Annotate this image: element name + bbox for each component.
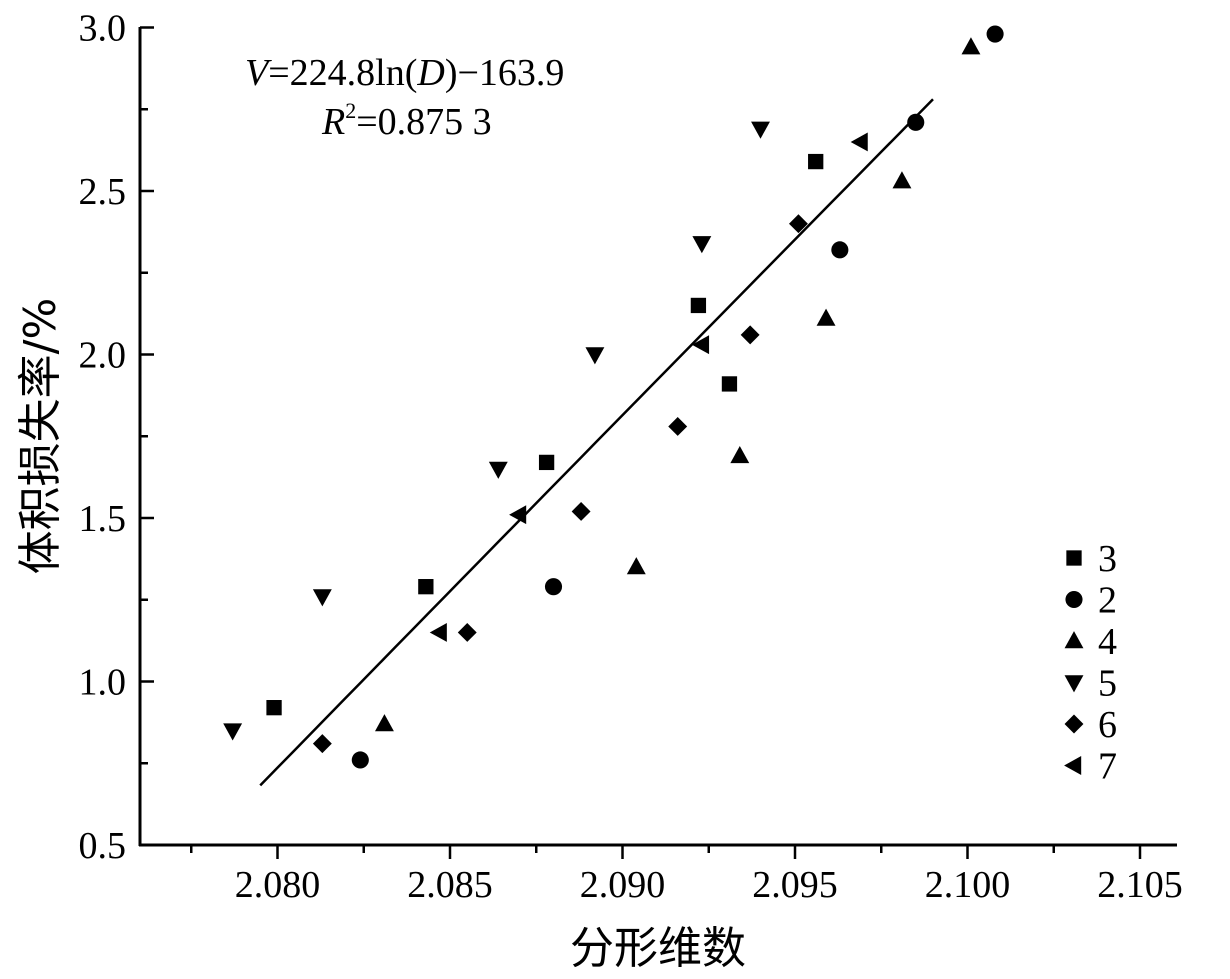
data-point-series-2: [544, 578, 563, 596]
data-point-series-6: [571, 502, 591, 521]
y-tick-label: 1.5: [79, 498, 127, 540]
data-point-series-4: [816, 308, 836, 326]
x-axis-ticks: 2.080 2.085 2.090 2.095 2.100 2.105: [190, 845, 1183, 906]
y-axis-ticks: 0.5 1.0 1.5 2.0 2.5 3.0: [79, 8, 154, 867]
data-points: [223, 25, 1004, 769]
y-tick-label: 1.0: [79, 662, 127, 704]
data-point-series-3: [690, 297, 707, 314]
data-point-series-4: [730, 445, 750, 464]
data-point-series-4: [892, 171, 912, 189]
r2-lead: R: [321, 101, 345, 143]
x-tick-label: 2.080: [235, 864, 321, 906]
legend-label: 3: [1098, 538, 1117, 580]
equation-tail: )−163.9: [445, 52, 565, 94]
data-point-series-6: [457, 623, 477, 642]
equation-lead: V: [245, 52, 272, 94]
r2-tail: =0.875 3: [356, 101, 491, 143]
legend-item-7: 7: [1064, 746, 1117, 788]
legend-label: 6: [1098, 704, 1117, 746]
x-tick-label: 2.105: [1097, 864, 1183, 906]
equation-text: V=224.8ln(D)−163.9: [245, 52, 564, 94]
equation-d: D: [416, 52, 444, 94]
data-point-series-3: [266, 700, 282, 716]
data-point-series-7: [850, 132, 868, 152]
legend-marker-6: [1064, 714, 1084, 734]
data-point-series-2: [907, 113, 925, 131]
legend-marker-5: [1064, 675, 1084, 693]
series-2: [351, 25, 1004, 769]
data-point-series-6: [789, 214, 808, 234]
data-point-series-3: [721, 376, 738, 392]
data-point-series-5: [312, 589, 332, 607]
data-point-series-5: [751, 121, 770, 139]
legend-marker-4: [1064, 631, 1084, 649]
legend-label: 5: [1098, 663, 1117, 705]
equation-mid: =224.8ln(: [268, 52, 417, 94]
data-point-series-2: [351, 751, 369, 769]
data-point-series-3: [418, 579, 434, 595]
x-tick-label: 2.085: [407, 864, 493, 906]
y-tick-label: 0.5: [79, 825, 127, 867]
r2-sup: 2: [345, 98, 356, 123]
legend-label: 4: [1098, 621, 1117, 663]
legend-marker-7: [1064, 756, 1082, 775]
data-point-series-3: [538, 454, 555, 471]
series-7: [429, 132, 868, 642]
legend-item-5: 5: [1064, 663, 1117, 705]
y-axis-label: 体积损失率/%: [15, 298, 66, 575]
r-squared-text: R2=0.875 3: [321, 98, 492, 143]
legend-marker-2: [1065, 590, 1083, 609]
data-point-series-7: [509, 505, 527, 525]
data-point-series-7: [691, 335, 710, 355]
data-point-series-2: [831, 241, 849, 259]
legend-item-4: 4: [1064, 621, 1117, 663]
fit-line-group: [259, 98, 934, 787]
series-5: [223, 121, 770, 741]
x-tick-label: 2.100: [925, 864, 1011, 906]
series-3: [266, 153, 824, 716]
y-tick-label: 3.0: [79, 8, 127, 50]
y-tick-label: 2.5: [79, 171, 127, 213]
legend-item-2: 2: [1065, 580, 1117, 622]
data-point-series-5: [223, 723, 243, 741]
data-point-series-5: [585, 347, 605, 365]
series-4: [375, 37, 981, 732]
x-tick-label: 2.095: [752, 864, 838, 906]
data-point-series-7: [429, 623, 447, 642]
axes: [138, 27, 1177, 847]
x-axis-label: 分形维数: [570, 923, 746, 974]
data-point-series-2: [986, 25, 1004, 43]
equation-annotation: V=224.8ln(D)−163.9 R2=0.875 3: [245, 52, 564, 143]
data-point-series-6: [312, 734, 332, 754]
data-point-series-6: [740, 325, 760, 345]
data-point-series-5: [488, 461, 508, 479]
data-point-series-5: [692, 236, 712, 254]
fit-line: [259, 98, 934, 787]
data-point-series-6: [668, 416, 688, 436]
data-point-series-4: [375, 714, 394, 732]
legend-marker-3: [1066, 550, 1082, 566]
legend-item-6: 6: [1064, 704, 1117, 746]
legend-item-3: 3: [1066, 538, 1117, 580]
x-tick-label: 2.090: [580, 864, 666, 906]
data-point-series-4: [961, 37, 981, 55]
legend-label: 2: [1098, 580, 1117, 622]
series-6: [312, 214, 808, 754]
data-point-series-3: [808, 153, 824, 170]
y-tick-label: 2.0: [79, 335, 127, 377]
legend-label: 7: [1098, 746, 1117, 788]
data-point-series-4: [626, 557, 646, 575]
